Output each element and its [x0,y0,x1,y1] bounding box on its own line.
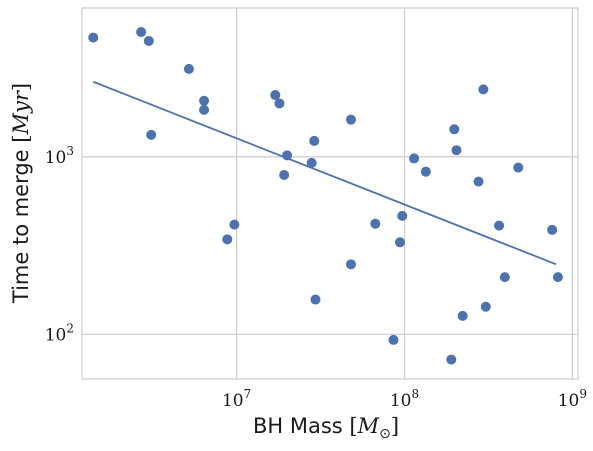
fit-line [92,80,557,266]
data-point [397,210,408,221]
data-point [279,170,290,181]
data-point [451,145,462,156]
data-point [309,135,320,146]
x-axis-label-sub: ⊙ [379,426,391,442]
y-axis-label: Time to merge [Myr] [9,83,33,304]
data-point [310,294,321,305]
data-point [449,124,460,135]
data-point [345,259,356,270]
data-point [552,272,563,283]
x-tick-label: 109 [558,387,587,411]
data-point [478,84,489,95]
data-point [199,104,210,115]
data-point [394,237,405,248]
y-tick-label: 103 [45,144,74,168]
x-axis-label-text: BH Mass [253,414,349,438]
fit-line-group [92,80,557,266]
data-point [306,157,317,168]
data-point [274,98,285,109]
y-tick-label: 102 [45,321,74,345]
data-point [457,310,468,321]
x-tick-label: 108 [390,387,419,411]
y-axis-label-math: Myr [9,89,33,135]
data-point [494,220,505,231]
y-axis-label-text: Time to merge [9,143,33,304]
data-point [143,35,154,46]
data-point [136,27,147,38]
data-point [88,32,99,43]
x-tick-label: 107 [222,387,251,411]
data-point [473,176,484,187]
data-point [270,90,281,101]
data-point [409,153,420,164]
data-point [370,218,381,229]
data-points [88,27,563,365]
x-axis-label-math: M [357,414,380,438]
plot-frame [81,7,579,380]
data-point [183,63,194,74]
tick-labels: 107 108 109 102 103 [45,144,587,411]
data-point [146,129,157,140]
data-point [547,224,558,235]
data-point [199,95,210,106]
data-point [513,162,524,173]
data-point [345,114,356,125]
data-point [282,150,293,161]
data-point [229,219,240,230]
data-point [420,166,431,177]
x-axis-label: BH Mass [M⊙] [253,414,399,442]
data-point [446,354,457,365]
data-point [388,334,399,345]
data-point [222,234,233,245]
data-point [499,272,510,283]
data-point [480,301,491,312]
grid-lines [82,8,578,379]
